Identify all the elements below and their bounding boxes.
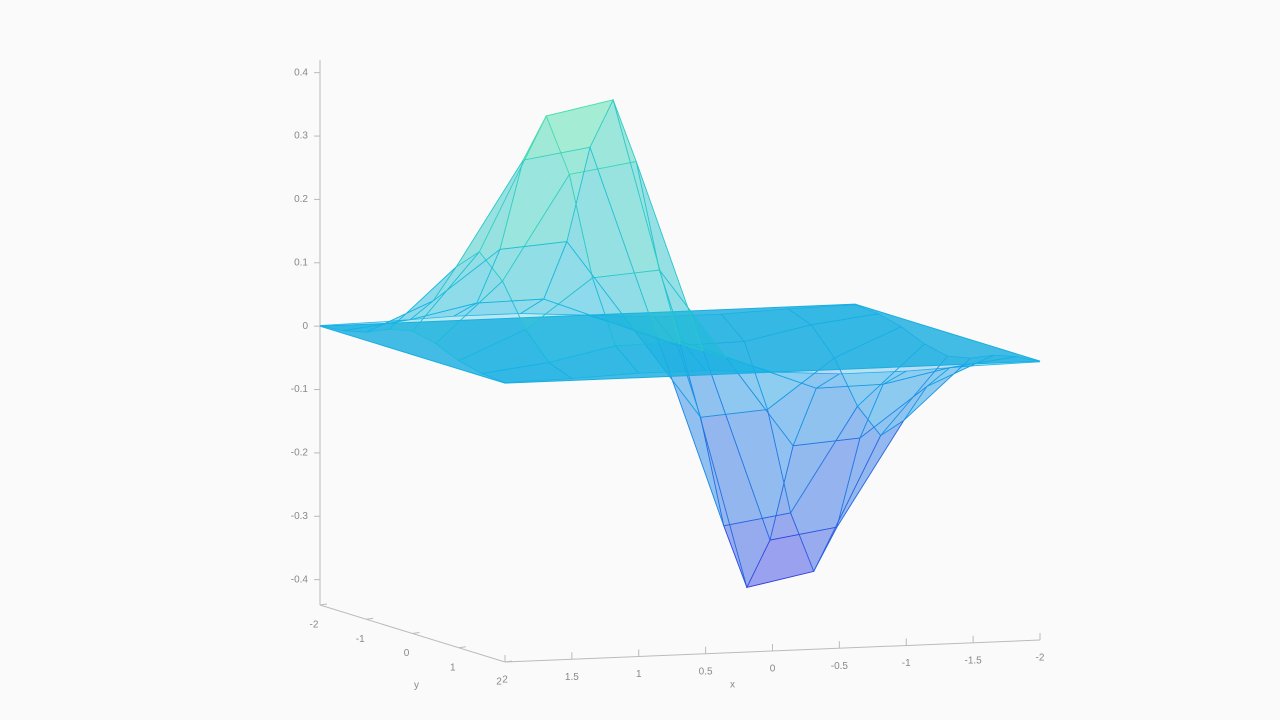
- x-tick-label: -2: [1036, 653, 1045, 664]
- y-tick-label: 0: [404, 648, 410, 659]
- z-tick-label: -0.3: [291, 511, 309, 522]
- x-tick-label: -0.5: [831, 661, 849, 672]
- z-tick-label: -0.4: [291, 574, 309, 585]
- x-tick-label: 0.5: [699, 666, 713, 677]
- x-axis-label: x: [730, 680, 735, 691]
- z-tick-label: 0.2: [294, 194, 308, 205]
- z-tick-label: 0.4: [294, 67, 308, 78]
- surface-patch: [519, 298, 611, 323]
- y-tick: [504, 660, 513, 663]
- x-tick-label: 0: [770, 664, 776, 675]
- y-tick: [412, 632, 420, 634]
- z-tick-label: 0.1: [294, 257, 308, 268]
- z-tick-label: 0: [302, 321, 308, 332]
- y-tick-label: -2: [310, 620, 319, 631]
- x-tick-label: 2: [502, 675, 508, 686]
- y-tick-label: 2: [496, 677, 502, 688]
- z-tick-label: 0.3: [294, 131, 308, 142]
- x-tick-label: -1: [902, 658, 911, 669]
- y-axis-label: y: [414, 680, 419, 691]
- z-tick-label: -0.2: [291, 448, 309, 459]
- z-tick-label: -0.1: [291, 384, 309, 395]
- x-tick-label: 1: [636, 669, 642, 680]
- y-tick-label: -1: [356, 634, 365, 645]
- x-tick-label: -1.5: [965, 655, 983, 666]
- y-tick: [458, 646, 466, 649]
- y-tick: [319, 603, 328, 606]
- y-tick: [366, 617, 374, 620]
- y-tick-label: 1: [450, 662, 456, 673]
- x-tick-label: 1.5: [565, 672, 579, 683]
